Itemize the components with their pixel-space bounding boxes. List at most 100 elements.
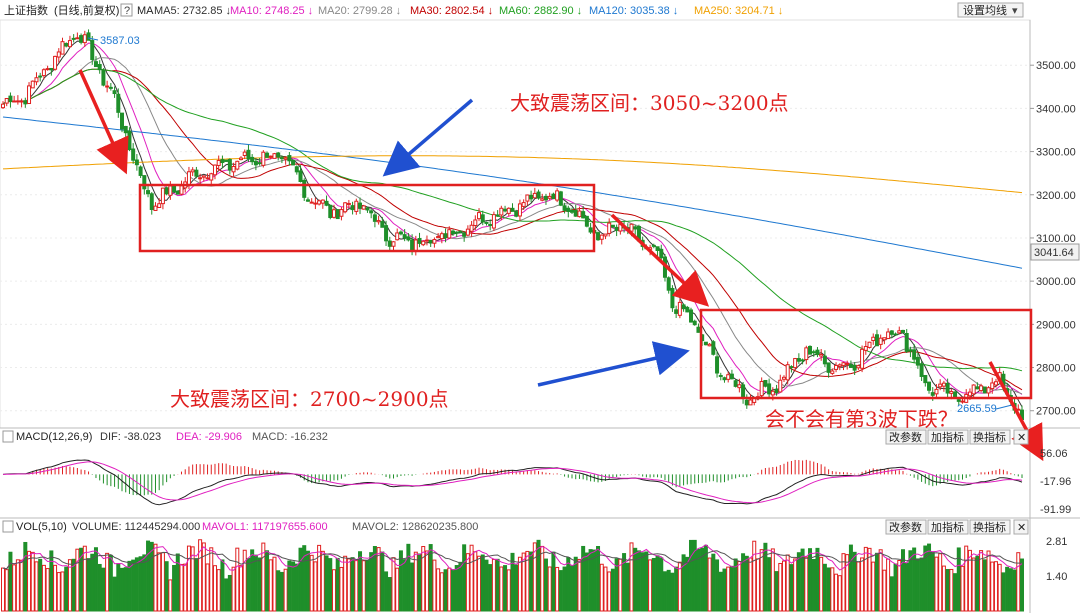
macd-help-box[interactable] bbox=[2, 430, 14, 443]
candle-down bbox=[774, 388, 779, 394]
ma-item-ma10: MA10: 2748.25 ↓ bbox=[230, 5, 313, 17]
switch-indicator-button[interactable] bbox=[969, 429, 1011, 445]
candle-down bbox=[164, 187, 169, 195]
volume-bar-down bbox=[1005, 566, 1010, 612]
volume-bar-up bbox=[737, 561, 742, 612]
price-tick-label: 2900.00 bbox=[1036, 319, 1076, 331]
candle-down bbox=[458, 230, 463, 233]
volume-bar-up bbox=[752, 540, 757, 612]
vol-panel: VOL(5,10) VOLUME: 112445294.000 MAVOL1: … bbox=[1, 519, 1067, 612]
volume-bar-up bbox=[198, 539, 203, 612]
range2-annotation: 大致震荡区间：2700~2900点 bbox=[170, 387, 449, 411]
volume-bar-down bbox=[610, 568, 615, 612]
volume-bar-down bbox=[640, 552, 645, 612]
candle-down bbox=[744, 399, 749, 406]
ma60-line bbox=[2, 68, 1023, 372]
chevron-down-icon[interactable]: ▾ bbox=[1012, 5, 1018, 17]
settings-button[interactable] bbox=[957, 2, 1024, 18]
volume-bar-up bbox=[183, 563, 188, 612]
close-icon[interactable] bbox=[1013, 429, 1029, 445]
switch-indicator-button-label[interactable]: 换指标 bbox=[973, 430, 1006, 444]
candle-up bbox=[607, 222, 612, 234]
period-label: (日线,前复权) bbox=[54, 3, 119, 17]
candle-down bbox=[265, 152, 270, 158]
volume-bar-down bbox=[514, 564, 519, 612]
volume-bar-down bbox=[480, 554, 485, 612]
candle-down bbox=[257, 162, 262, 165]
close-icon-label[interactable]: ✕ bbox=[1017, 522, 1026, 534]
candle-down bbox=[722, 377, 727, 381]
candle-down bbox=[175, 190, 180, 195]
volume-bar-down bbox=[681, 554, 686, 612]
change-params-button[interactable] bbox=[885, 429, 927, 445]
volume-bar-up bbox=[432, 559, 437, 612]
volume-bar-up bbox=[532, 542, 537, 612]
candle-up bbox=[261, 151, 266, 166]
macd-dea-line bbox=[2, 461, 1023, 504]
change-params-button-label[interactable]: 改参数 bbox=[889, 520, 922, 534]
volume-bar-down bbox=[79, 547, 84, 612]
candle-down bbox=[279, 157, 284, 160]
switch-indicator-button-label[interactable]: 换指标 bbox=[973, 520, 1006, 534]
candle-up bbox=[27, 85, 32, 105]
candle-down bbox=[127, 130, 132, 151]
candle-down bbox=[510, 207, 515, 212]
close-icon[interactable] bbox=[1013, 519, 1029, 535]
volume-bar-up bbox=[997, 563, 1002, 612]
switch-indicator-button[interactable] bbox=[969, 519, 1011, 535]
volume-bar-down bbox=[662, 571, 667, 612]
price-tick-label: 2700.00 bbox=[1036, 406, 1076, 418]
volume-bar-up bbox=[205, 563, 210, 612]
add-indicator-button[interactable] bbox=[927, 519, 969, 535]
help-icon[interactable]: ? bbox=[124, 5, 130, 17]
candle-down bbox=[919, 363, 924, 377]
candle-up bbox=[53, 55, 58, 70]
candle-up bbox=[82, 34, 87, 44]
add-indicator-button[interactable] bbox=[927, 429, 969, 445]
candle-down bbox=[97, 64, 102, 71]
candle-up bbox=[781, 376, 786, 380]
add-indicator-button-label[interactable]: 加指标 bbox=[931, 520, 964, 534]
volume-bar-up bbox=[770, 548, 775, 612]
candle-down bbox=[253, 160, 258, 166]
help-box[interactable] bbox=[120, 3, 133, 17]
candle-down bbox=[503, 208, 508, 212]
candle-up bbox=[577, 210, 582, 218]
volume-bar-up bbox=[56, 572, 61, 612]
volume-bar-down bbox=[417, 553, 422, 612]
close-icon-label[interactable]: ✕ bbox=[1017, 432, 1026, 444]
volume-bar-down bbox=[398, 550, 403, 612]
volume-bar-down bbox=[651, 558, 656, 612]
candle-down bbox=[927, 381, 932, 391]
vol-help-box[interactable] bbox=[2, 520, 14, 533]
candle-down bbox=[112, 90, 117, 95]
volume-bar-up bbox=[964, 545, 969, 612]
candle-up bbox=[938, 383, 943, 388]
add-indicator-button-label[interactable]: 加指标 bbox=[931, 430, 964, 444]
volume-bar-up bbox=[726, 566, 731, 612]
candle-down bbox=[655, 246, 660, 252]
volume-bar-up bbox=[941, 565, 946, 612]
change-params-button[interactable] bbox=[885, 519, 927, 535]
volume-bar-down bbox=[852, 551, 857, 612]
volume-bar-up bbox=[346, 558, 351, 612]
volume-bar-down bbox=[596, 546, 601, 612]
settings-button-label[interactable]: 设置均线 bbox=[963, 3, 1007, 17]
mavol2-line bbox=[2, 550, 1023, 570]
candle-up bbox=[268, 155, 273, 158]
volume-bar-up bbox=[320, 550, 325, 612]
volume-bar-up bbox=[331, 569, 336, 612]
change-params-button-label[interactable]: 改参数 bbox=[889, 430, 922, 444]
candle-down bbox=[581, 211, 586, 219]
candle-up bbox=[67, 40, 72, 48]
red-arrow-3 bbox=[988, 361, 1044, 462]
vol-tick-label: 1.40 bbox=[1046, 571, 1067, 583]
candle-down bbox=[923, 374, 928, 384]
volume-bar-down bbox=[536, 539, 541, 612]
candle-down bbox=[454, 231, 459, 234]
ma-item-ma120: MA120: 3035.38 ↓ bbox=[589, 5, 678, 17]
symbol-title: 上证指数 bbox=[4, 3, 48, 17]
candle-down bbox=[874, 334, 879, 347]
candle-down bbox=[350, 205, 355, 211]
candle-up bbox=[239, 157, 244, 161]
